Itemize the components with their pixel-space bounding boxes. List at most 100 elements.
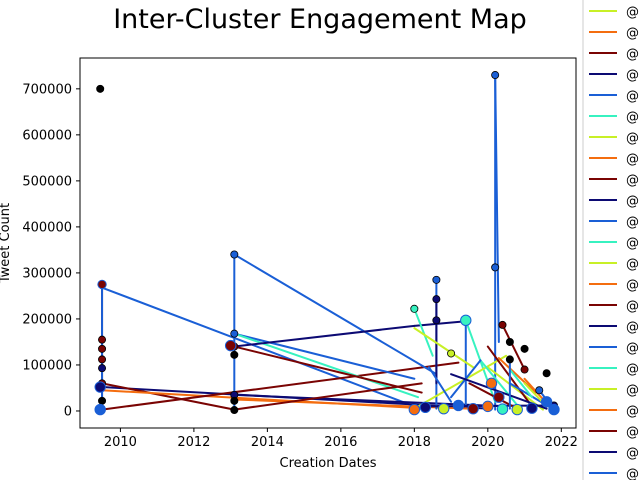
data-point-8 xyxy=(98,396,107,405)
marker-point-6 xyxy=(419,401,432,413)
series-line-27 xyxy=(479,359,522,411)
series-line-36 xyxy=(508,368,533,399)
x-axis: 2010 2012 2014 2016 2018 2020 2022 xyxy=(104,428,578,450)
series-line-15 xyxy=(233,382,423,411)
plot-frame xyxy=(79,57,577,429)
series-line-21 xyxy=(494,74,500,343)
data-point-15 xyxy=(230,396,239,405)
data-point-16 xyxy=(230,406,239,415)
data-point-23 xyxy=(491,71,500,80)
data-point-27 xyxy=(505,355,514,364)
legend-label-19: @ xyxy=(626,404,639,419)
data-point-19 xyxy=(432,295,441,304)
data-point-3 xyxy=(98,344,107,353)
marker-point-12 xyxy=(511,403,523,416)
legend-label-9: @ xyxy=(626,194,639,209)
series-line-8 xyxy=(233,253,438,376)
x-tick-label: 2010 xyxy=(104,435,137,450)
data-point-20 xyxy=(432,316,441,325)
series-line-31 xyxy=(428,366,453,403)
series-line-11 xyxy=(233,324,416,348)
legend-label-6: @ xyxy=(626,131,639,146)
data-point-17 xyxy=(410,304,419,313)
legend-label-16: @ xyxy=(626,341,639,356)
legend-label-5: @ xyxy=(626,110,639,125)
y-axis-label: Tweet Count xyxy=(0,203,13,284)
data-point-2 xyxy=(98,335,107,344)
marker-point-7 xyxy=(438,402,450,415)
y-tick-label: 700000 xyxy=(22,82,72,97)
legend-label-17: @ xyxy=(626,362,639,377)
series-line-2 xyxy=(101,286,416,408)
y-tick-label: 100000 xyxy=(22,358,72,373)
legend-label-8: @ xyxy=(626,173,639,188)
y-tick-label: 600000 xyxy=(22,128,72,143)
data-point-31 xyxy=(535,386,544,395)
legend-label-7: @ xyxy=(626,152,639,167)
data-point-13 xyxy=(230,350,239,359)
legend-label-11: @ xyxy=(626,236,639,251)
legend-label-21: @ xyxy=(626,446,639,461)
series-line-25 xyxy=(413,354,508,410)
y-tick-label: 0 xyxy=(64,404,72,419)
data-point-28 xyxy=(520,344,529,353)
data-point-11 xyxy=(230,329,239,338)
legend-label-12: @ xyxy=(626,257,639,272)
marker-point-17 xyxy=(493,391,505,403)
legend-label-0: @ xyxy=(626,5,639,20)
data-point-10 xyxy=(230,250,239,259)
data-point-18 xyxy=(432,275,441,284)
data-point-5 xyxy=(98,364,107,373)
data-point-0 xyxy=(96,84,105,93)
series-line-12 xyxy=(233,345,423,394)
data-point-25 xyxy=(498,320,507,329)
y-tick-label: 200000 xyxy=(22,312,72,327)
x-tick-label: 2014 xyxy=(251,435,284,450)
data-point-30 xyxy=(520,365,529,374)
legend-label-1: @ xyxy=(626,26,639,41)
series-line-6 xyxy=(101,361,460,411)
marker-point-5 xyxy=(408,403,421,416)
x-tick-label: 2022 xyxy=(545,435,578,450)
series-line-16 xyxy=(413,320,467,327)
series-layer xyxy=(94,71,560,416)
legend: @@@@@@@@@@@@@@@@@@@@@@@@ xyxy=(582,0,640,480)
data-point-4 xyxy=(98,355,107,364)
x-tick-label: 2012 xyxy=(177,435,210,450)
marker-point-4 xyxy=(460,314,472,327)
marker-point-13 xyxy=(526,402,538,414)
marker-point-2 xyxy=(94,403,106,416)
legend-label-18: @ xyxy=(626,383,639,398)
y-tick-label: 300000 xyxy=(22,266,72,281)
marker-point-16 xyxy=(485,377,498,390)
legend-label-2: @ xyxy=(626,47,639,62)
legend-label-15: @ xyxy=(626,320,639,335)
marker-point-11 xyxy=(496,403,509,415)
legend-label-20: @ xyxy=(626,425,639,440)
legend-frame xyxy=(582,0,640,480)
series-line-10 xyxy=(233,332,420,399)
legend-label-3: @ xyxy=(626,68,639,83)
x-tick-label: 2016 xyxy=(324,435,357,450)
y-axis: 0 100000 200000 300000 400000 500000 600000 700… xyxy=(22,82,80,419)
marker-point-10 xyxy=(482,400,494,413)
marker-point-1 xyxy=(94,381,106,393)
legend-label-22: @ xyxy=(626,467,639,480)
legend-label-4: @ xyxy=(626,89,639,104)
y-tick-label: 500000 xyxy=(22,174,72,189)
marker-point-0 xyxy=(97,279,107,290)
series-line-29 xyxy=(501,323,526,371)
data-point-26 xyxy=(505,337,514,346)
x-tick-label: 2018 xyxy=(398,435,431,450)
y-tick-label: 400000 xyxy=(22,220,72,235)
series-line-9 xyxy=(233,332,416,380)
marker-point-3 xyxy=(224,339,237,352)
legend-label-14: @ xyxy=(626,299,639,314)
x-tick-label: 2020 xyxy=(471,435,504,450)
legend-label-13: @ xyxy=(626,278,639,293)
series-line-17 xyxy=(413,307,434,357)
legend-label-10: @ xyxy=(626,215,639,230)
data-point-22 xyxy=(447,349,456,358)
chart-title: Inter-Cluster Engagement Map xyxy=(113,4,527,35)
